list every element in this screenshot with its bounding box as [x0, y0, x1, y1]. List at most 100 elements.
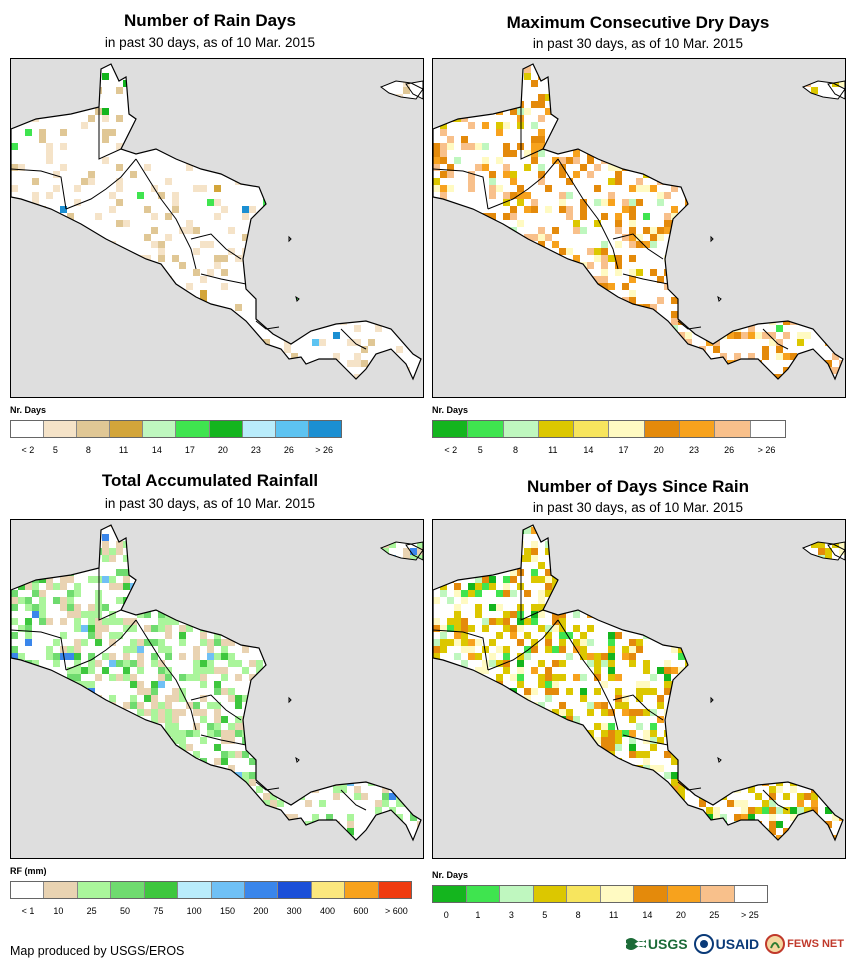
legend-label: 8 [575, 910, 581, 920]
legend-label: 25 [86, 906, 97, 916]
legend-swatch [609, 421, 645, 437]
legend-label: 17 [184, 445, 195, 455]
map-total-rainfall [10, 519, 424, 859]
country-border [433, 629, 489, 671]
legend-label: 5 [52, 445, 58, 455]
usgs-logo: USGS [625, 934, 688, 954]
island-outline [710, 235, 714, 243]
country-border [433, 168, 489, 210]
legend-label: 50 [120, 906, 131, 916]
island-outline [288, 235, 292, 243]
legend-swatch [634, 886, 668, 902]
island-outline [717, 756, 722, 763]
island-outline [288, 696, 292, 704]
legend-swatch [574, 421, 610, 437]
island-outline [379, 541, 423, 561]
legend-swatch [311, 882, 346, 898]
legend-label: > 600 [385, 906, 408, 916]
legend-swatch [209, 421, 243, 437]
legend-swatch [11, 882, 45, 898]
country-border [190, 233, 242, 260]
country-border [762, 789, 789, 811]
fewsnet-emblem-icon [765, 934, 786, 954]
legend-label: 5 [542, 910, 548, 920]
legend-swatch [433, 421, 469, 437]
country-border [255, 320, 280, 330]
legend-swatch [680, 421, 716, 437]
legend-label: 23 [250, 445, 261, 455]
legend-swatch [468, 421, 504, 437]
legend-colorbar [432, 885, 768, 903]
legend-swatch [143, 421, 177, 437]
legend-swatch [178, 882, 212, 898]
country-border [622, 273, 669, 285]
panel-total-rainfall: Total Accumulated Rainfall in past 30 da… [0, 465, 424, 930]
legend-label: 20 [653, 445, 664, 455]
legend-label: 17 [618, 445, 629, 455]
legend-label: > 25 [740, 910, 759, 920]
legend-label: 11 [118, 445, 129, 455]
usgs-logo-text: USGS [647, 936, 688, 952]
panel-subtitle: in past 30 days, as of 10 Mar. 2015 [104, 35, 316, 50]
legend-swatch [345, 882, 379, 898]
legend-label: 75 [153, 906, 164, 916]
panel-title: Number of Days Since Rain [526, 477, 749, 496]
island-outline [801, 541, 845, 561]
legend-swatch [378, 882, 412, 898]
legend-swatch [533, 886, 567, 902]
legend-label: 5 [477, 445, 483, 455]
country-border [135, 619, 197, 731]
legend-label: 11 [609, 910, 619, 920]
map-days-since-rain [432, 519, 846, 859]
legend-label: 8 [512, 445, 518, 455]
legend-swatch [278, 882, 312, 898]
country-border [65, 158, 137, 210]
country-border [200, 734, 247, 746]
country-border [557, 619, 619, 731]
country-border [612, 233, 664, 260]
coastline [11, 524, 422, 842]
island-outline [295, 295, 300, 302]
usaid-seal-icon [693, 934, 714, 954]
coastline [433, 524, 844, 842]
legend-label: 150 [220, 906, 236, 916]
fewsnet-logo-text: FEWS NET [787, 938, 844, 950]
usaid-logo-text: USAID [715, 936, 760, 952]
map-credit: Map produced by USGS/EROS [10, 944, 185, 958]
map-canvas [11, 524, 423, 842]
legend-label: < 1 [21, 906, 35, 916]
panel-title: Total Accumulated Rainfall [101, 471, 319, 490]
panel-title: Number of Rain Days [124, 11, 296, 30]
map-canvas [433, 524, 845, 842]
panel-rain-days: Number of Rain Days in past 30 days, as … [0, 0, 424, 470]
panel-subtitle: in past 30 days, as of 10 Mar. 2015 [104, 496, 316, 511]
map-canvas [433, 63, 845, 381]
panel-subtitle: in past 30 days, as of 10 Mar. 2015 [532, 36, 744, 51]
legend-label: > 26 [315, 445, 334, 455]
legend-swatch [44, 421, 78, 437]
country-border [520, 107, 544, 160]
legend-label: 11 [548, 445, 558, 455]
island-outline [295, 756, 300, 763]
legend-swatch [176, 421, 210, 437]
legend-swatch [750, 421, 785, 437]
legend-label: 0 [443, 910, 449, 920]
country-border [11, 168, 67, 210]
coastline [433, 63, 844, 381]
legend-label: 20 [217, 445, 228, 455]
legend-swatch [538, 421, 575, 437]
country-border [340, 328, 367, 350]
fewsnet-logo: FEWS NET [765, 934, 844, 954]
usgs-wave-icon [625, 938, 646, 950]
country-border [677, 781, 702, 791]
country-border [98, 568, 122, 621]
island-outline [717, 295, 722, 302]
island-outline [405, 80, 423, 100]
panel-max-dry-days: Maximum Consecutive Dry Days in past 30 … [428, 0, 848, 470]
legend-label: 20 [675, 910, 686, 920]
legend-labels: < 2 5 8 11 14 17 20 23 26 > 26 [10, 445, 340, 457]
panel-days-since-rain: Number of Days Since Rain in past 30 day… [428, 465, 848, 930]
legend-swatch [701, 886, 735, 902]
country-border [65, 619, 137, 671]
legend-swatch [110, 421, 144, 437]
